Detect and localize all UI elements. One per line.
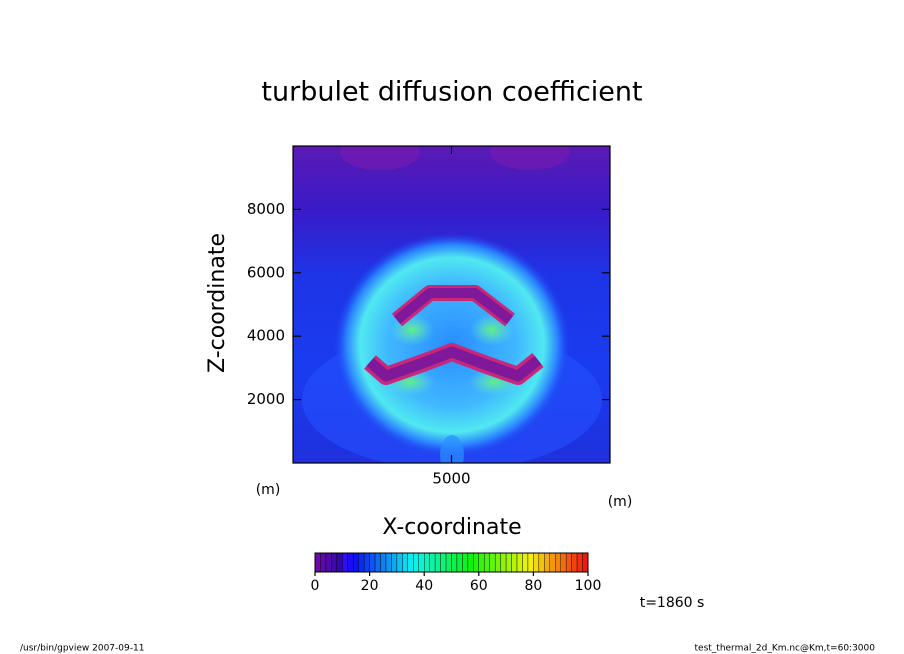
footer-right: test_thermal_2d_Km.nc@Km,t=60:3000 — [695, 644, 876, 654]
colorbar-cell — [489, 552, 496, 573]
colorbar-cell — [527, 552, 534, 573]
colorbar-cell — [413, 552, 419, 573]
colorbar-cell — [582, 552, 589, 573]
y-unit: (m) — [608, 494, 633, 510]
y-tick-label: 6000 — [247, 263, 285, 281]
colorbar-cell — [565, 552, 572, 573]
x-axis-label: X-coordinate — [382, 515, 521, 540]
colorbar-cell — [402, 552, 409, 573]
colorbar-frame — [314, 552, 589, 573]
colorbar-cell — [380, 552, 387, 573]
colorbar-cell — [445, 552, 452, 573]
y-tick-label: 8000 — [247, 200, 285, 218]
colorbar-cell — [347, 552, 354, 573]
colorbar-cell — [424, 552, 430, 573]
colorbar-cell — [331, 552, 338, 573]
colorbar-cell — [494, 552, 501, 573]
colorbar-cell — [342, 552, 348, 573]
footer-left: /usr/bin/gpview 2007-09-11 — [20, 644, 144, 654]
colorbar-cell — [456, 552, 463, 573]
colorbar-cell — [571, 552, 578, 573]
colorbar-tick-label: 20 — [361, 578, 379, 594]
time-label: t=1860 s — [640, 595, 705, 611]
colorbar-cell — [374, 552, 381, 573]
colorbar-cell — [549, 552, 556, 573]
colorbar-tick-label: 60 — [470, 578, 488, 594]
colorbar-cell — [320, 552, 327, 573]
colorbar-cell — [555, 552, 561, 573]
colorbar-cell — [440, 552, 447, 573]
colorbar-cell — [467, 552, 474, 573]
colorbar-cell — [478, 552, 485, 573]
colorbar-cell — [538, 552, 545, 573]
colorbar-cell — [391, 552, 398, 573]
colorbar-cell — [325, 552, 332, 573]
colorbar-cell — [522, 552, 529, 573]
y-tick-label: 2000 — [247, 390, 285, 408]
chart-title: turbulet diffusion coefficient — [261, 77, 642, 108]
colorbar-cell — [434, 552, 441, 573]
colorbar-tick-label: 0 — [311, 578, 320, 594]
colorbar-cell — [462, 552, 469, 573]
colorbar-cell — [484, 552, 490, 573]
colorbar-cell — [473, 552, 479, 573]
colorbar-cell — [505, 552, 512, 573]
colorbar-cell — [418, 552, 425, 573]
colorbar-tick-label: 40 — [415, 578, 433, 594]
colorbar-cell — [353, 552, 359, 573]
colorbar-cell — [407, 552, 414, 573]
colorbar-cell — [500, 552, 507, 573]
colorbar-cell — [396, 552, 403, 573]
x-tick-label: 5000 — [432, 470, 470, 488]
colorbar-cell — [363, 552, 370, 573]
colorbar-cell — [560, 552, 567, 573]
colorbar-cell — [511, 552, 518, 573]
colorbar-cell — [314, 552, 321, 573]
colorbar-cell — [385, 552, 392, 573]
colorbar-cell — [451, 552, 458, 573]
x-unit: (m) — [256, 482, 281, 498]
colorbar-cell — [533, 552, 540, 573]
field — [293, 146, 610, 463]
colorbar-tick-label: 80 — [524, 578, 542, 594]
colorbar-cell — [369, 552, 376, 573]
colorbar-cell — [429, 552, 436, 573]
colorbar-cell — [336, 552, 343, 573]
colorbar-tick-label: 100 — [575, 578, 602, 594]
colorbar-cell — [544, 552, 550, 573]
y-tick-label: 4000 — [247, 327, 285, 345]
colorbar-cell — [516, 552, 523, 573]
y-axis-label: Z-coordinate — [205, 233, 230, 373]
colorbar-cell — [576, 552, 583, 573]
colorbar-cell — [358, 552, 365, 573]
